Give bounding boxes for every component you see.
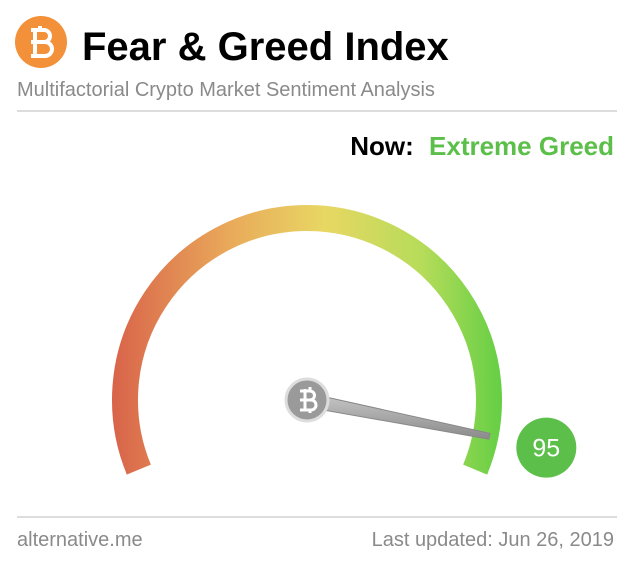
logo bbox=[15, 16, 67, 68]
status-prefix: Now: bbox=[350, 131, 414, 161]
status: Now: Extreme Greed bbox=[350, 131, 614, 161]
updated: Last updated: Jun 26, 2019 bbox=[372, 529, 614, 551]
source: alternative.me bbox=[17, 529, 143, 551]
title: Fear & Greed Index bbox=[82, 25, 449, 69]
subtitle: Multifactorial Crypto Market Sentiment A… bbox=[17, 79, 435, 101]
gauge-arc bbox=[112, 205, 502, 475]
value-label: 95 bbox=[532, 435, 560, 463]
gauge: 95 bbox=[112, 205, 577, 478]
value-badge bbox=[516, 417, 577, 478]
needle bbox=[305, 392, 491, 440]
hub-logo bbox=[300, 387, 318, 413]
status-text: Extreme Greed bbox=[429, 131, 614, 161]
